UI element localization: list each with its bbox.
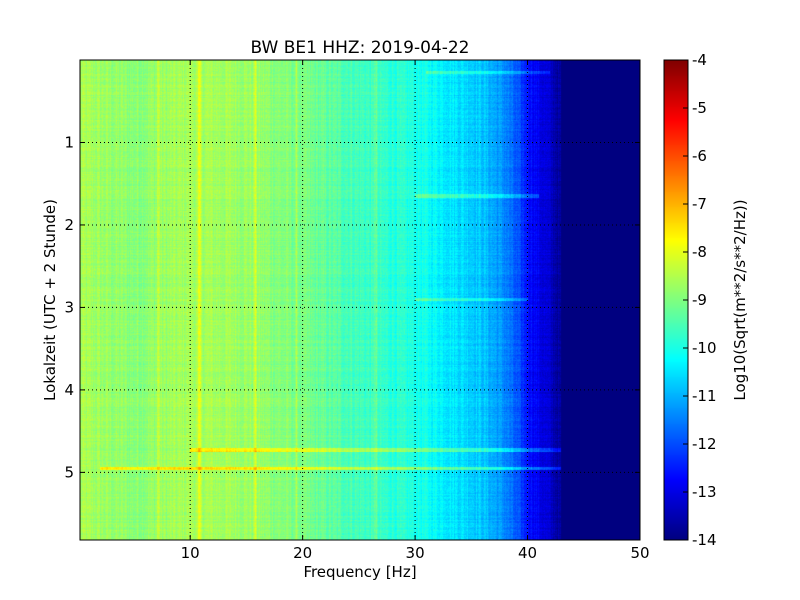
x-tick-label: 50 xyxy=(630,544,649,562)
y-tick-label: 5 xyxy=(64,463,74,481)
colorbar-tick-label: -7 xyxy=(692,195,707,213)
colorbar-tick-label: -14 xyxy=(692,531,717,549)
colorbar-ticks: -4 -5 -6 -7 -8 -9 -10 -11 -12 -13 -14 xyxy=(683,51,717,549)
chart-title: BW BE1 HHZ: 2019-04-22 xyxy=(250,38,469,58)
x-axis-ticks: 10 20 30 40 50 xyxy=(181,60,650,562)
spectrogram-plot: 10 20 30 40 50 1 2 3 4 5 xyxy=(64,59,650,562)
y-axis-label: Lokalzeit (UTC + 2 Stunde) xyxy=(41,199,59,401)
colorbar-tick-label: -6 xyxy=(692,147,707,165)
colorbar-label: Log10(Sqrt(m**2/s**2/Hz)) xyxy=(731,199,749,400)
x-tick-label: 20 xyxy=(293,544,312,562)
y-tick-label: 1 xyxy=(64,133,74,151)
colorbar-tick-label: -13 xyxy=(692,483,717,501)
x-tick-label: 30 xyxy=(406,544,425,562)
colorbar: -4 -5 -6 -7 -8 -9 -10 -11 -12 -13 -14 Log10(Sqrt(m… xyxy=(663,51,749,549)
colorbar-tick-label: -12 xyxy=(692,435,717,453)
colorbar-tick-label: -11 xyxy=(692,387,717,405)
y-axis-ticks: 1 2 3 4 5 xyxy=(64,133,640,481)
grid-lines xyxy=(80,60,640,540)
colorbar-tick-label: -5 xyxy=(692,99,707,117)
colorbar-tick-label: -8 xyxy=(692,243,707,261)
plot-frame xyxy=(79,59,641,541)
colorbar-tick-label: -4 xyxy=(692,51,707,69)
spectrogram-heatmap xyxy=(80,60,640,540)
x-tick-label: 40 xyxy=(518,544,537,562)
y-tick-label: 2 xyxy=(64,216,74,234)
y-tick-label: 3 xyxy=(64,298,74,316)
y-tick-label: 4 xyxy=(64,381,74,399)
x-axis-label: Frequency [Hz] xyxy=(303,563,416,581)
colorbar-tick-label: -9 xyxy=(692,291,707,309)
x-tick-label: 10 xyxy=(181,544,200,562)
colorbar-tick-label: -10 xyxy=(692,339,717,357)
